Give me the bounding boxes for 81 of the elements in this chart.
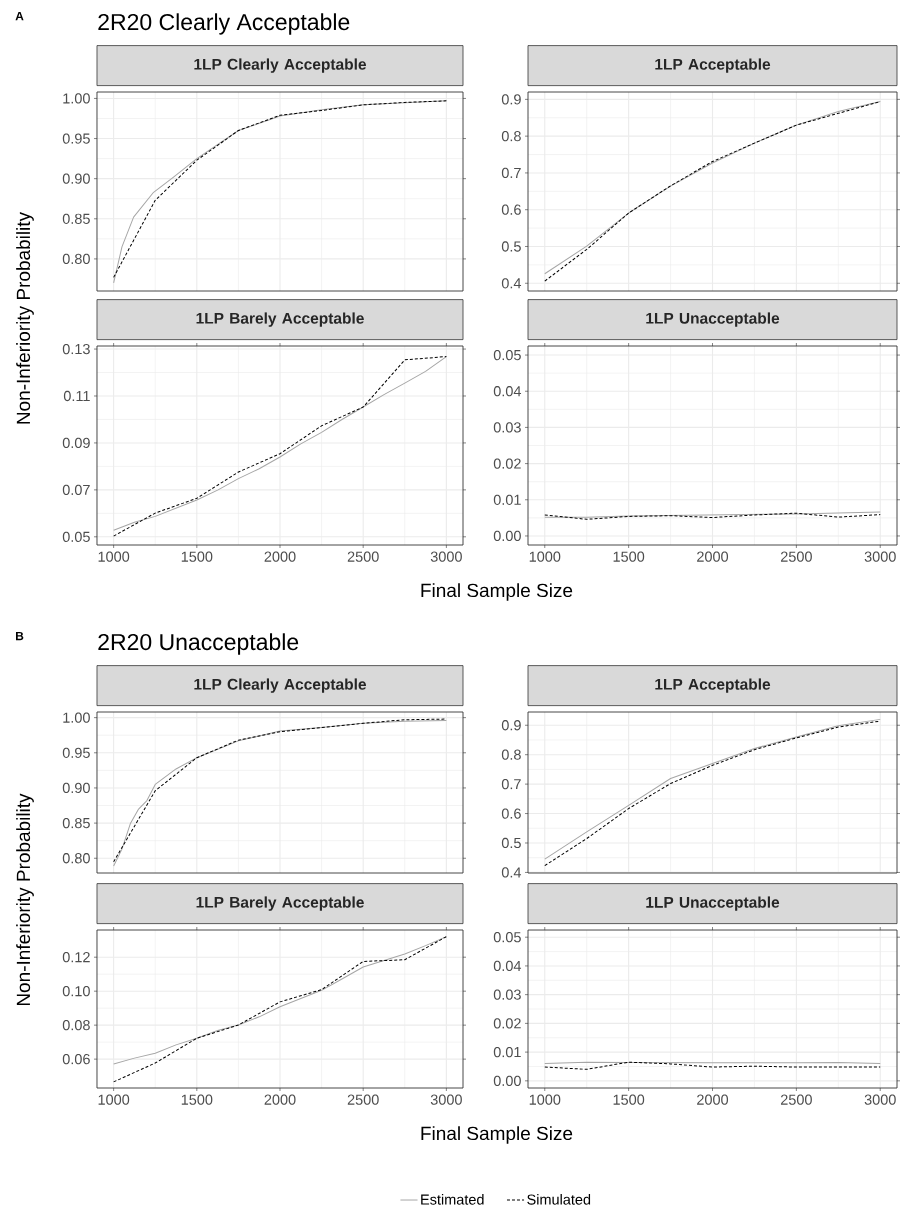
y-tick-label: 0.85: [62, 213, 90, 224]
y-tick-label: 0.03: [493, 989, 521, 1000]
y-tick-label: 0.00: [493, 530, 521, 542]
y-tick-label: 0.12: [62, 952, 90, 963]
y-tick-label: 0.6: [501, 204, 521, 215]
text: 2R20 Unacceptable: [98, 633, 299, 655]
chart-title: 1LP Clearly Acceptable: [194, 678, 367, 693]
x-tick-label: 1500: [613, 551, 645, 562]
x-tick-label: 2000: [697, 1094, 729, 1105]
x-tick-label: 2500: [347, 551, 379, 562]
x-axis-title: Final Sample Size: [421, 583, 573, 601]
y-tick-label: 0.7: [501, 778, 521, 790]
chart-title: 1LP Barely Acceptable: [196, 312, 364, 327]
y-tick-label: 0.04: [493, 960, 522, 972]
y-tick-label: 0.90: [62, 782, 90, 794]
x-tick-label: 1000: [98, 551, 130, 562]
text: B: [16, 631, 24, 641]
x-tick-label: 2500: [780, 1094, 812, 1105]
y-tick-label: 0.05: [493, 932, 521, 943]
x-axis-title: Final Sample Size: [421, 1126, 573, 1144]
y-tick-label: 0.8: [501, 131, 521, 142]
y-tick-label: 0.9: [501, 720, 521, 731]
y-tick-label: 0.03: [493, 422, 521, 433]
y-tick-label: 0.5: [501, 837, 521, 849]
x-tick-label: 3000: [864, 551, 896, 562]
x-tick-label: 2500: [347, 1094, 379, 1105]
x-tick-label: 3000: [430, 1094, 462, 1105]
y-tick-label: 0.4: [501, 867, 522, 878]
x-tick-label: 1500: [181, 551, 213, 562]
y-tick-label: 0.10: [62, 986, 90, 997]
y-tick-label: 0.00: [493, 1075, 521, 1086]
y-tick-label: 0.80: [62, 853, 90, 864]
y-tick-label: 0.7: [501, 167, 521, 179]
x-tick-label: 2000: [264, 1094, 296, 1105]
text: A: [15, 11, 24, 21]
y-tick-label: 0.07: [62, 484, 90, 495]
y-tick-label: 0.01: [493, 494, 521, 505]
y-tick-label: 0.02: [493, 1018, 521, 1029]
y-tick-label: 0.95: [62, 747, 90, 758]
chart-title: 1LP Clearly Acceptable: [194, 58, 367, 73]
legend-label: Estimated: [421, 1194, 484, 1205]
chart-title: 1LP Acceptable: [655, 678, 771, 693]
x-tick-label: 1000: [529, 1094, 561, 1105]
x-tick-label: 3000: [864, 1094, 896, 1105]
y-tick-label: 0.95: [62, 133, 90, 144]
y-tick-label: 0.06: [62, 1053, 90, 1065]
y-tick-label: 0.01: [493, 1046, 521, 1058]
y-axis-title: Non-Inferiority Probability: [16, 211, 34, 424]
y-axis-title: Non-Inferiority Probability: [16, 793, 34, 1006]
chart-title: 1LP Unacceptable: [646, 312, 780, 327]
x-tick-label: 2500: [780, 551, 812, 562]
y-tick-label: 0.09: [62, 437, 90, 449]
chart-title: 1LP Barely Acceptable: [196, 896, 364, 911]
x-tick-label: 1000: [529, 551, 561, 562]
y-tick-label: 1.00: [63, 712, 90, 723]
y-tick-label: 0.08: [62, 1020, 90, 1031]
y-tick-label: 0.02: [493, 458, 521, 469]
y-tick-label: 0.80: [62, 253, 90, 265]
x-tick-label: 2000: [697, 551, 729, 562]
x-tick-label: 1500: [181, 1094, 213, 1105]
y-tick-label: 0.90: [62, 173, 90, 184]
y-tick-label: 0.9: [501, 94, 521, 105]
y-tick-label: 0.8: [501, 749, 521, 760]
y-tick-label: 0.05: [62, 531, 90, 542]
y-tick-label: 0.85: [62, 817, 90, 829]
legend-label: Simulated: [527, 1194, 591, 1205]
x-tick-label: 1500: [613, 1094, 645, 1105]
x-tick-label: 3000: [430, 551, 462, 562]
y-tick-label: 0.11: [63, 390, 90, 402]
y-tick-label: 0.5: [501, 241, 521, 252]
chart-title: 1LP Unacceptable: [646, 896, 780, 911]
y-tick-label: 0.6: [501, 808, 521, 819]
y-tick-label: 1.00: [63, 93, 90, 104]
x-tick-label: 2000: [264, 551, 296, 562]
x-tick-label: 1000: [98, 1094, 130, 1105]
y-tick-label: 0.4: [501, 278, 522, 289]
y-tick-label: 0.13: [62, 343, 90, 355]
y-tick-label: 0.04: [493, 386, 522, 397]
y-tick-label: 0.05: [493, 349, 521, 361]
text: 2R20 Clearly Acceptable: [98, 13, 350, 35]
chart-title: 1LP Acceptable: [655, 58, 771, 73]
